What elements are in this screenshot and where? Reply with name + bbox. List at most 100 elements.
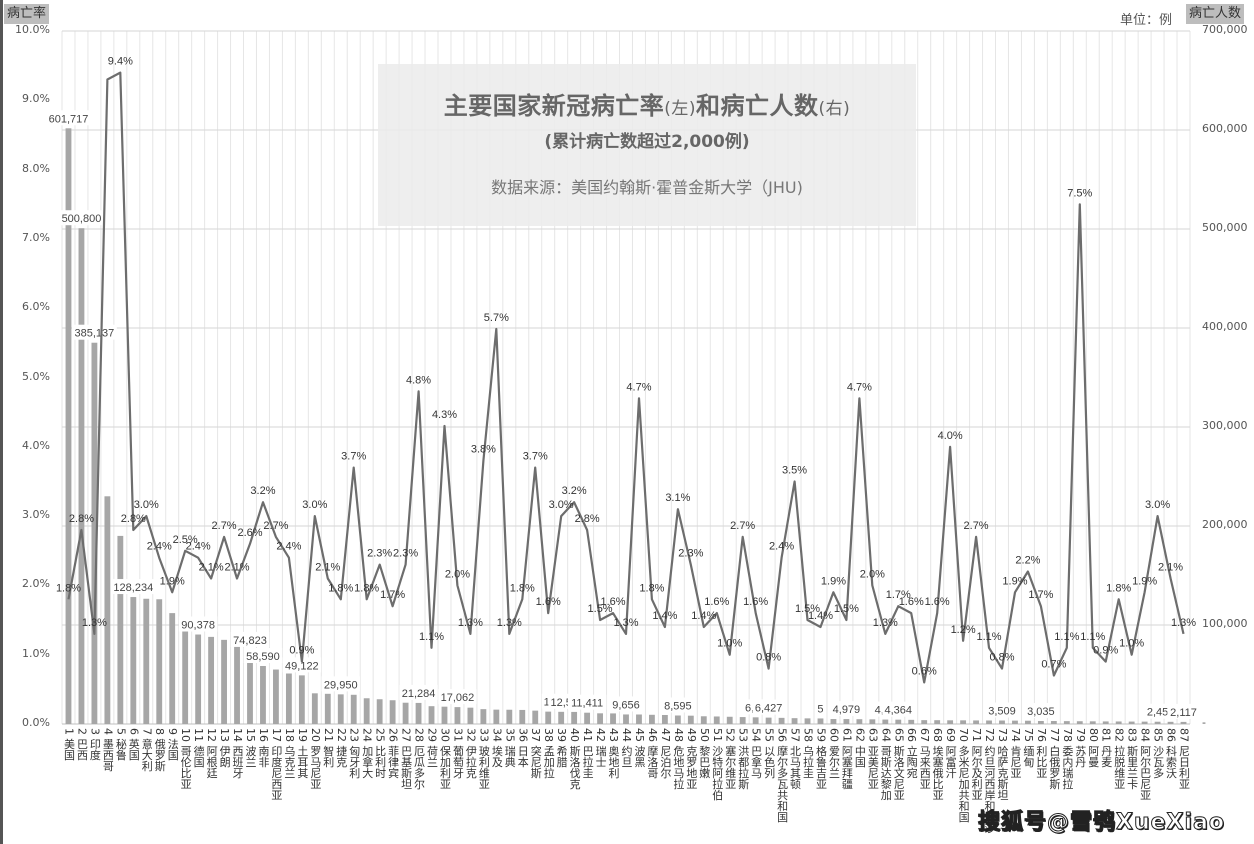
- line-data-label: 1.1%: [976, 631, 1001, 643]
- bar-label-bg: [178, 616, 218, 632]
- death-count-bar: [960, 720, 967, 724]
- left-border: [0, 0, 3, 844]
- x-axis-category-label: 58 乌拉圭: [801, 728, 815, 779]
- x-axis-category-label: 34 埃及: [490, 728, 504, 768]
- bar-label-bg: [282, 657, 322, 673]
- line-data-label: 3.8%: [471, 444, 496, 456]
- x-axis-category-label: 67 马来西亚: [918, 728, 932, 790]
- right-axis-tick: 600,000: [1202, 122, 1248, 135]
- x-axis-category-label: 63 亚美尼亚: [866, 728, 880, 790]
- death-count-bar: [376, 699, 383, 724]
- death-count-bar: [973, 720, 979, 724]
- fatality-rate-line: [67, 71, 1185, 684]
- death-count-bar: [1167, 721, 1174, 724]
- x-axis-category-label: 77 白俄罗斯: [1047, 728, 1061, 790]
- x-axis-category-label: 47 尼泊尔: [658, 728, 672, 779]
- line-data-label: 1.3%: [613, 617, 638, 629]
- death-count-bar: [78, 228, 85, 724]
- line-data-label: 1.8%: [639, 582, 664, 594]
- line-data-label: 3.0%: [134, 499, 159, 511]
- bar-label-bg: [1024, 702, 1057, 718]
- death-count-bar: [1180, 721, 1187, 724]
- bar-data-label: 58,590: [246, 651, 280, 663]
- x-axis-category-label: 48 危地马拉: [671, 728, 685, 790]
- bar-label-bg: [321, 676, 360, 692]
- x-axis-category-label: 5 秘鲁: [114, 728, 128, 761]
- line-data-label: 3.7%: [523, 451, 548, 463]
- death-count-bar: [532, 710, 539, 724]
- x-axis-labels: 1 美国 2 巴西 3 印度 4 墨西哥 5 秘鲁 6 英国 7 意大利 8 俄罗斯 9 法国 1…: [0, 728, 1254, 844]
- death-count-bar: [752, 717, 759, 724]
- line-data-label: 2.1%: [224, 561, 249, 573]
- line-data-label: 1.6%: [536, 596, 561, 608]
- death-count-bar: [636, 714, 642, 724]
- x-axis-category-label: 9 法国: [166, 728, 180, 761]
- death-count-bar: [674, 715, 681, 724]
- bar-data-label: 2,117: [1170, 707, 1197, 719]
- bar-data-label: 11,411: [571, 698, 603, 710]
- x-axis-category-label: 29 荷兰: [425, 728, 439, 768]
- death-count-bar: [117, 535, 124, 724]
- x-axis-category-label: 45 波黑: [632, 728, 646, 768]
- death-count-bar: [713, 716, 720, 724]
- line-data-label: 1.9%: [1002, 575, 1027, 587]
- death-count-bar: [726, 716, 733, 724]
- x-axis-category-label: 57 北马其顿: [788, 728, 802, 790]
- x-axis-category-label: 83 斯里兰卡: [1125, 728, 1139, 790]
- line-data-label: 1.8%: [328, 582, 353, 594]
- death-count-bar: [143, 598, 150, 724]
- line-data-label: 1.7%: [886, 589, 911, 601]
- death-count-bar: [389, 700, 396, 724]
- line-data-label: 1.9%: [160, 575, 185, 587]
- death-count-bar: [169, 613, 176, 724]
- x-axis-category-label: 66 立陶宛: [905, 728, 919, 779]
- line-data-label: 2.4%: [186, 541, 211, 553]
- right-axis-tick: 400,000: [1202, 320, 1248, 333]
- bar-data-label: 90,378: [181, 620, 215, 632]
- death-count-bar: [610, 713, 616, 724]
- bar-data-label: 29,950: [324, 679, 358, 691]
- x-axis-category-label: 69 阿富汗: [944, 728, 958, 779]
- death-count-bar: [506, 709, 513, 724]
- line-data-label: 3.1%: [665, 492, 690, 504]
- death-count-bar: [324, 693, 331, 724]
- death-count-bar: [104, 496, 111, 724]
- death-count-bar: [273, 669, 279, 724]
- death-count-bar: [584, 712, 591, 724]
- line-data-label: 1.8%: [56, 582, 81, 594]
- line-data-label: 2.6%: [237, 527, 262, 539]
- x-axis-category-label: 11 德国: [192, 728, 206, 768]
- bar-data-label: 49,122: [285, 660, 319, 672]
- line-data-label: 3.0%: [549, 499, 574, 511]
- line-data-label: 2.8%: [575, 513, 600, 525]
- x-axis-category-label: 37 突尼斯: [529, 728, 543, 779]
- death-count-bar: [65, 128, 72, 724]
- x-axis-category-label: 4 墨西哥: [101, 728, 115, 772]
- line-data-label: 3.2%: [250, 485, 275, 497]
- bar-label-bg: [110, 579, 156, 595]
- x-axis-category-label: 87 尼日利亚: [1177, 728, 1191, 790]
- x-axis-category-label: 74 肯尼亚: [1008, 728, 1022, 779]
- death-count-bar: [1089, 721, 1096, 724]
- line-data-label: 2.4%: [276, 541, 301, 553]
- left-axis-tick: 1.0%: [22, 646, 50, 660]
- death-count-bar: [415, 702, 422, 724]
- line-data-label: 3.2%: [562, 485, 587, 497]
- death-count-bar: [778, 717, 785, 724]
- x-axis-category-label: 60 爱尔兰: [827, 728, 841, 779]
- line-data-label: 0.8%: [756, 652, 781, 664]
- death-count-bar: [1154, 721, 1161, 724]
- line-data-label: 2.2%: [1015, 555, 1040, 567]
- line-data-label: 1.6%: [600, 596, 625, 608]
- death-count-bar: [1037, 720, 1044, 724]
- death-count-bar: [843, 719, 850, 724]
- line-data-label: 2.7%: [730, 520, 755, 532]
- line-data-label: 0.9%: [1093, 645, 1118, 657]
- watermark: 搜狐号@雪鸮XueXiao: [977, 810, 1226, 836]
- unit-label: 单位：例: [1120, 13, 1173, 28]
- x-axis-category-label: 31 葡萄牙: [451, 728, 465, 779]
- x-axis-category-label: 25 比利时: [373, 728, 387, 779]
- x-axis-category-label: 15 波兰: [244, 728, 257, 768]
- bar-label-bg: [610, 696, 642, 712]
- death-count-bar: [947, 720, 954, 724]
